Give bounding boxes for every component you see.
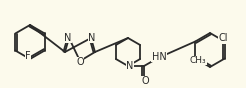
Text: O: O	[141, 76, 149, 86]
Text: O: O	[76, 57, 84, 67]
Text: N: N	[88, 33, 96, 43]
Text: N: N	[64, 33, 72, 43]
Text: CH₃: CH₃	[190, 56, 207, 65]
Text: N: N	[126, 61, 134, 71]
Text: F: F	[25, 51, 31, 61]
Text: Cl: Cl	[219, 34, 229, 43]
Text: HN: HN	[152, 52, 166, 62]
